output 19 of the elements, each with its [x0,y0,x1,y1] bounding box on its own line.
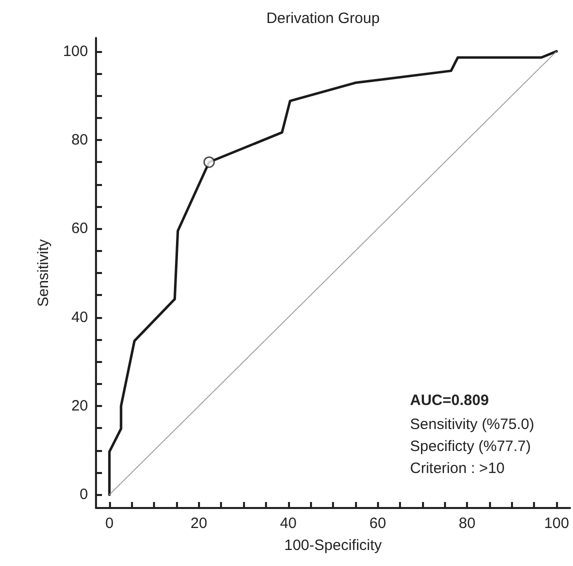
annotation: Criterion : >10 [410,460,505,477]
annotation: AUC=0.809 [410,392,489,409]
x-axis-title: 100-Specificity [284,537,382,554]
y-tick-label: 0 [80,486,88,504]
x-tick-label: 100 [544,515,570,532]
x-tick-label: 20 [190,515,208,532]
y-tick-label: 80 [71,131,88,148]
y-tick-label: 60 [71,220,88,238]
y-axis-title: Sensitivity [35,238,52,307]
y-tick-label: 100 [62,42,88,60]
chart-title: Derivation Group [266,10,380,27]
x-tick-label: 80 [458,515,476,532]
y-tick-label: 40 [71,308,88,326]
x-tick-label: 60 [369,515,386,532]
x-tick-label: 0 [105,515,114,532]
x-tick-label: 40 [280,515,297,532]
annotation: Sensitivity (%75.0) [410,416,534,433]
annotation: Specificty (%77.7) [410,438,531,455]
y-tick-label: 20 [71,398,88,415]
